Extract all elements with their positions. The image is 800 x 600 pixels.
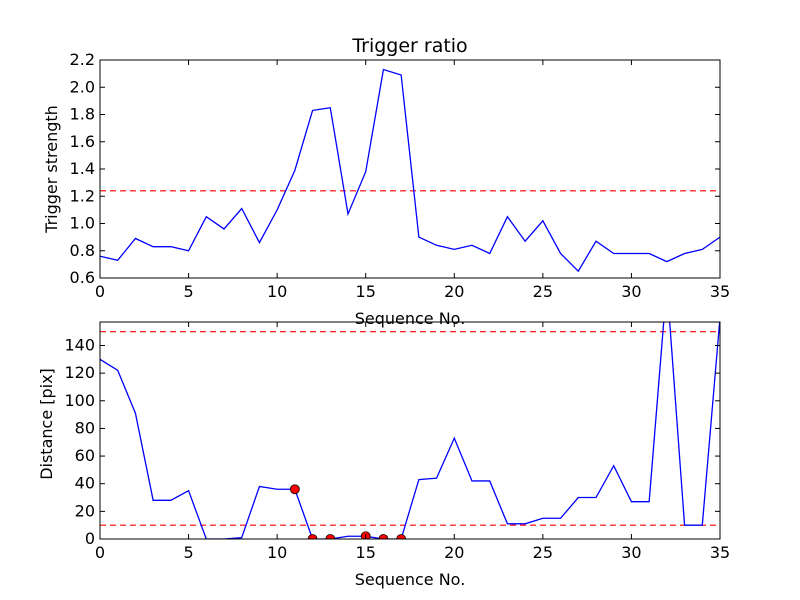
bottom-ytick-label: 60 — [75, 446, 95, 465]
top-xtick-label: 5 — [183, 282, 193, 301]
bottom-xtick-label: 25 — [533, 543, 553, 562]
bottom-xtick-label: 30 — [621, 543, 641, 562]
top-ytick-label: 1.6 — [70, 132, 95, 151]
bottom-chart: 0 5 10 15 20 25 30 35 0 20 40 60 80 100 120 140 Sequenc… — [37, 321, 730, 589]
top-ytick-label: 1.0 — [70, 214, 95, 233]
bottom-ytick-label: 40 — [75, 474, 95, 493]
bottom-series-line — [100, 322, 720, 539]
top-ytick-label: 1.2 — [70, 186, 95, 205]
top-ytick-label: 2.0 — [70, 77, 95, 96]
bottom-ytick-label: 120 — [64, 363, 95, 382]
bottom-xtick-label: 10 — [267, 543, 287, 562]
top-chart-ylabel: Trigger strength — [42, 105, 61, 234]
top-ytick-label: 0.6 — [70, 268, 95, 287]
bottom-chart-ylabel: Distance [pix] — [37, 368, 56, 480]
top-ytick-label: 1.8 — [70, 105, 95, 124]
top-xtick-label: 35 — [710, 282, 730, 301]
top-xtick-label: 15 — [356, 282, 376, 301]
bottom-ytick-label: 100 — [64, 391, 95, 410]
top-ytick-label: 1.4 — [70, 159, 95, 178]
bottom-marker-point — [289, 484, 300, 495]
bottom-ytick-label: 0 — [85, 529, 95, 548]
bottom-ytick-label: 80 — [75, 418, 95, 437]
top-xtick-label: 10 — [267, 282, 287, 301]
top-ytick-label: 2.2 — [70, 50, 95, 69]
bottom-xtick-label: 15 — [356, 543, 376, 562]
top-xtick-label: 25 — [533, 282, 553, 301]
bottom-xtick-label: 5 — [183, 543, 193, 562]
top-chart-xlabel: Sequence No. — [355, 309, 466, 328]
bottom-marker-point — [325, 534, 336, 539]
bottom-marker-point — [396, 534, 407, 539]
bottom-xtick-label: 35 — [710, 543, 730, 562]
top-chart-title: Trigger ratio — [351, 35, 467, 57]
top-xtick-label: 20 — [444, 282, 464, 301]
top-chart: Trigger ratio 0 5 10 15 20 25 30 35 0.6 0.8 1.0 1.2… — [42, 35, 730, 328]
top-series-line — [100, 68, 720, 273]
bottom-ytick-label: 20 — [75, 501, 95, 520]
bottom-chart-frame — [99, 321, 721, 540]
top-xtick-label: 30 — [621, 282, 641, 301]
top-ytick-label: 0.8 — [70, 241, 95, 260]
top-xtick-label: 0 — [95, 282, 105, 301]
bottom-xtick-label: 20 — [444, 543, 464, 562]
bottom-marker-point — [378, 534, 389, 539]
bottom-marker-point — [307, 534, 318, 539]
bottom-ytick-label: 140 — [64, 335, 95, 354]
bottom-xtick-label: 0 — [95, 543, 105, 562]
bottom-chart-xlabel: Sequence No. — [355, 570, 466, 589]
